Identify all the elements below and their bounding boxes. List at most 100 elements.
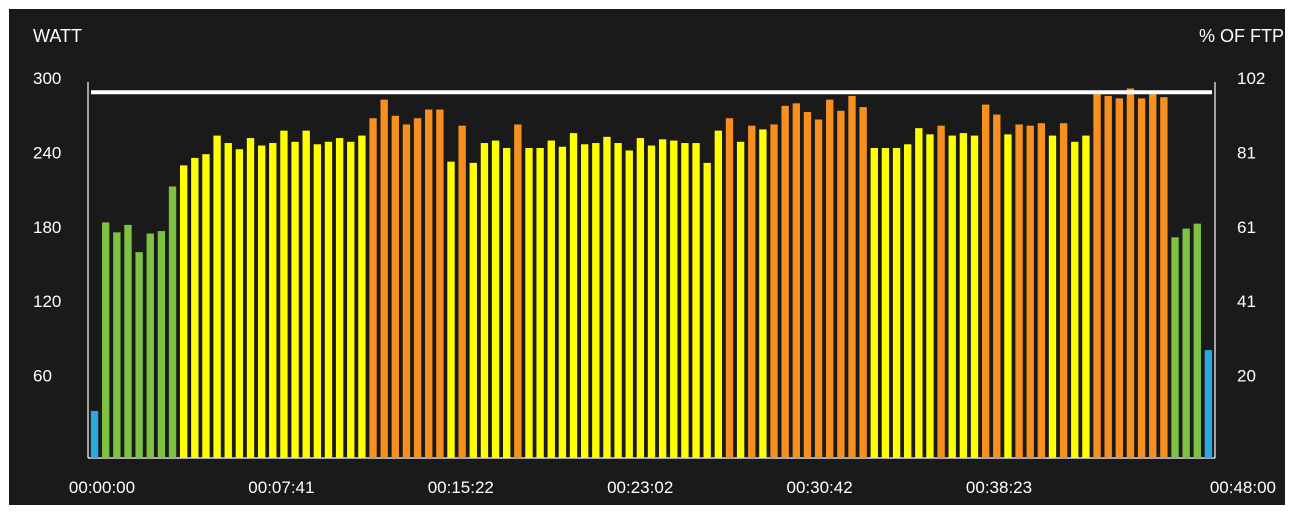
left-tick-label: 300: [33, 69, 61, 88]
bar-orange: [391, 115, 399, 458]
bar-yellow: [1004, 134, 1012, 459]
bar-yellow: [235, 149, 244, 459]
right-tick-label: 41: [1237, 292, 1256, 311]
bar-blue: [90, 410, 99, 458]
bar-yellow: [358, 135, 366, 458]
bar-orange: [436, 109, 444, 458]
bar-yellow: [614, 143, 622, 459]
bar-orange: [937, 125, 945, 459]
bar-orange: [1059, 123, 1068, 458]
right-tick-label: 81: [1237, 143, 1256, 162]
bar-yellow: [714, 130, 723, 458]
bar-yellow: [480, 143, 489, 459]
x-tick-label: 00:15:22: [428, 478, 494, 497]
bar-yellow: [647, 145, 656, 458]
x-tick-labels: 00:00:00 00:07:41 00:15:22 00:23:02 00:30:42…: [69, 478, 1276, 497]
bar-yellow: [347, 141, 355, 459]
bar-orange: [1126, 88, 1135, 458]
bar-yellow: [213, 135, 221, 458]
bar-orange: [770, 124, 778, 458]
bar-green: [102, 222, 110, 458]
bar-yellow: [302, 130, 310, 458]
right-tick-labels: 20 41 61 81 102: [1237, 69, 1265, 386]
bar-yellow: [592, 143, 600, 459]
bar-yellow: [558, 146, 567, 458]
bar-yellow: [926, 134, 934, 459]
bar-green: [146, 233, 154, 458]
bar-yellow: [313, 144, 322, 458]
bar-yellow: [948, 135, 956, 458]
bar-green: [113, 232, 121, 458]
bar-orange: [837, 110, 845, 459]
bar-yellow: [1048, 135, 1057, 458]
bar-yellow: [736, 141, 745, 459]
bar-green: [157, 231, 166, 458]
bar-yellow: [469, 162, 477, 458]
left-axis-title: WATT: [33, 26, 82, 46]
bar-yellow: [536, 148, 544, 458]
bar-yellow: [491, 140, 500, 458]
bar-yellow: [904, 144, 912, 458]
bar-orange: [814, 119, 823, 458]
bar-yellow: [703, 162, 711, 458]
bar-orange: [402, 124, 411, 458]
left-tick-label: 60: [33, 367, 52, 386]
bar-yellow: [547, 140, 555, 458]
bar-orange: [1037, 123, 1046, 458]
bar-green: [124, 224, 132, 458]
bar-orange: [380, 99, 388, 458]
bar-yellow: [759, 129, 767, 458]
bar-yellow: [202, 154, 210, 458]
bar-orange: [369, 118, 377, 459]
bar-yellow: [658, 139, 667, 458]
bar-orange: [1160, 97, 1168, 458]
bar-orange: [1104, 95, 1112, 459]
bar-yellow: [291, 141, 299, 459]
right-tick-label: 61: [1237, 218, 1256, 237]
left-tick-label: 180: [33, 218, 61, 237]
bar-orange: [1015, 124, 1023, 458]
x-tick-label: 00:07:41: [248, 478, 314, 497]
x-tick-label: 00:38:23: [966, 478, 1032, 497]
bar-orange: [792, 103, 800, 459]
bar-orange: [1026, 125, 1034, 459]
left-tick-labels: 60 120 180 240 300: [33, 69, 61, 386]
bar-green: [135, 252, 143, 458]
bar-yellow: [636, 138, 645, 458]
x-tick-label: 00:00:00: [69, 478, 135, 497]
bar-yellow: [670, 140, 678, 458]
bar-orange: [826, 99, 834, 458]
bar-orange: [803, 112, 812, 458]
bar-orange: [781, 105, 789, 458]
bar-green: [168, 186, 177, 458]
bar-yellow: [224, 143, 232, 459]
bar-yellow: [603, 136, 611, 458]
right-tick-label: 20: [1237, 367, 1256, 386]
x-tick-label: 00:30:42: [787, 478, 853, 497]
bar-yellow: [503, 148, 511, 458]
bar-orange: [514, 124, 522, 458]
bar-orange: [725, 118, 734, 459]
right-axis-title: % OF FTP: [1199, 26, 1284, 46]
bar-orange: [981, 104, 990, 458]
bar-orange: [1093, 93, 1101, 458]
bar-yellow: [257, 145, 266, 458]
bar-green: [1193, 223, 1201, 458]
bar-yellow: [681, 143, 689, 459]
left-tick-label: 240: [33, 143, 61, 162]
x-tick-label: 00:48:00: [1210, 478, 1276, 497]
bar-yellow: [625, 150, 633, 459]
bar-orange: [748, 125, 756, 459]
bar-orange: [1149, 93, 1157, 458]
bar-yellow: [892, 148, 901, 458]
bar-yellow: [191, 157, 199, 459]
bar-yellow: [1071, 141, 1079, 459]
bar-yellow: [335, 138, 344, 458]
bar-yellow: [246, 138, 255, 458]
bar-orange: [1137, 98, 1146, 459]
bar-orange: [993, 114, 1001, 459]
bar-yellow: [569, 133, 578, 458]
bar-orange: [848, 95, 856, 459]
bar-blue: [1204, 350, 1213, 458]
